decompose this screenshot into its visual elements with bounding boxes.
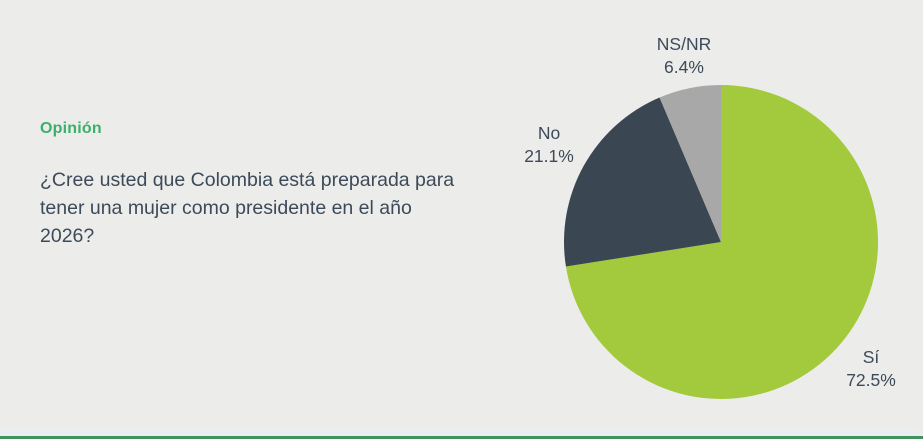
pie-label-si: Sí 72.5% — [846, 346, 896, 392]
section-label: Opinión — [40, 120, 102, 137]
pie-label-nsnr-name: NS/NR — [656, 34, 712, 54]
pie-label-si-name: Sí — [862, 347, 880, 367]
pie-label-nsnr-value: 6.4% — [664, 57, 704, 77]
pie-label-nsnr: NS/NR 6.4% — [657, 33, 711, 79]
pie-label-no: No 21.1% — [524, 122, 574, 168]
pie-label-no-value: 21.1% — [524, 146, 574, 166]
survey-question: ¿Cree usted que Colombia está preparada … — [40, 169, 455, 247]
question-panel: Opinión ¿Cree usted que Colombia está pr… — [40, 120, 480, 250]
footer-divider — [0, 430, 923, 439]
pie-label-no-name: No — [537, 123, 561, 143]
pie-label-si-value: 72.5% — [846, 370, 896, 390]
pie-slice-ns-nr — [659, 85, 721, 242]
pie-slice-s- — [565, 85, 878, 399]
pie-chart — [564, 85, 878, 399]
pie-slice-no — [564, 97, 721, 267]
